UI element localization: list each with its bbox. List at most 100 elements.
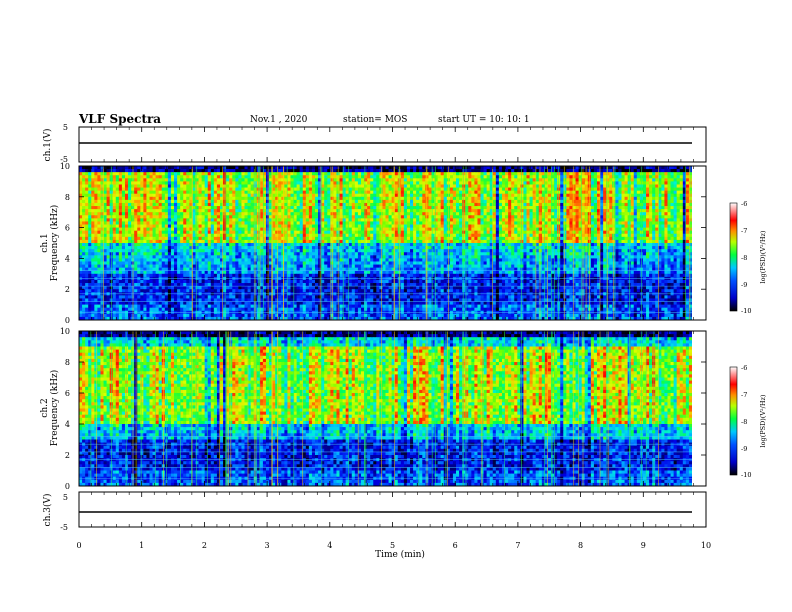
spectrogram-cell <box>321 218 325 222</box>
spectrogram-cell <box>416 206 420 210</box>
spectrogram-cell <box>284 172 288 176</box>
spectrogram-cell <box>302 175 307 179</box>
spectrogram-cell <box>403 172 408 176</box>
spectrogram-cell <box>630 190 635 195</box>
spectrogram-cell <box>486 190 491 195</box>
spectrogram-cell <box>265 196 270 201</box>
spectrogram-cell <box>308 233 313 238</box>
spectrogram-cell <box>324 178 328 182</box>
spectrogram-cell <box>505 172 509 176</box>
spectrogram-cell <box>167 236 172 241</box>
spectrogram-cell <box>345 184 350 188</box>
spectrogram-cell <box>201 215 206 219</box>
spectrogram-cell <box>624 236 629 241</box>
spectrogram-cell <box>281 172 285 176</box>
spectrogram-cell <box>468 196 472 201</box>
spectrogram-cell <box>315 215 319 219</box>
spectrogram-cell <box>554 224 558 228</box>
spectrogram-cell <box>238 218 242 222</box>
spectrogram-cell <box>385 196 389 201</box>
spectrogram-cell <box>290 196 294 201</box>
spectrogram-cell <box>94 190 98 195</box>
spectrogram-cell <box>299 175 304 179</box>
spectrogram-cell <box>517 190 521 195</box>
spectrogram-cell <box>265 206 270 210</box>
spectrogram-cell <box>581 196 586 201</box>
spectrogram-cell <box>676 184 681 188</box>
spectrogram-cell <box>600 224 604 228</box>
spectrogram-cell <box>342 178 347 182</box>
spectrogram-cell <box>88 169 92 173</box>
spectrogram-cell <box>501 193 506 198</box>
spectrogram-cell <box>575 239 579 244</box>
spectrogram-cell <box>459 190 463 195</box>
spectrogram-cell <box>413 218 417 222</box>
spectrogram-cell <box>186 227 190 232</box>
spectrogram-cell <box>636 230 641 235</box>
spectrogram-cell <box>529 233 534 238</box>
spectrogram-cell <box>410 230 414 235</box>
spectrogram-cell <box>679 181 684 185</box>
spectrogram-cell <box>253 166 258 170</box>
spectrogram-cell <box>210 202 215 207</box>
spectrogram-cell <box>244 184 248 188</box>
spectrogram-cell <box>232 215 236 219</box>
spectrogram-cell <box>501 181 506 185</box>
spectrogram-cell <box>210 169 215 173</box>
spectrogram-cell <box>652 209 656 213</box>
spectrogram-cell <box>382 233 386 238</box>
spectrogram-cell <box>152 221 157 225</box>
spectrogram-cell <box>664 190 668 195</box>
spectrogram-cell <box>333 227 337 232</box>
spectrogram-cell <box>403 218 408 222</box>
spectrogram-cell <box>480 187 484 192</box>
spectrogram-cell <box>676 199 681 204</box>
spectrogram-cell <box>523 224 527 228</box>
spectrogram-cell <box>143 169 147 173</box>
spectrogram-cell <box>428 215 432 219</box>
spectrogram-cell <box>235 166 239 170</box>
spectrogram-cell <box>563 169 567 173</box>
spectrogram-cell <box>201 236 206 241</box>
spectrogram-cell <box>308 193 313 198</box>
spectrogram-cell <box>535 239 540 244</box>
spectrogram-cell <box>88 233 92 238</box>
spectrogram-cell <box>235 227 239 232</box>
spectrogram-cell <box>241 233 245 238</box>
spectrogram-cell <box>419 230 423 235</box>
spectrogram-cell <box>575 181 579 185</box>
spectrogram-cell <box>345 230 350 235</box>
spectrogram-cell <box>272 196 276 201</box>
spectrogram-cell <box>575 190 579 195</box>
spectrogram-cell <box>204 175 209 179</box>
spectrogram-cell <box>287 221 291 225</box>
spectrogram-cell <box>367 227 371 232</box>
spectrogram-cell <box>471 199 475 204</box>
spectrogram-cell <box>308 218 313 222</box>
spectrogram-cell <box>112 202 117 207</box>
spectrogram-cell <box>456 212 460 216</box>
spectrogram-cell <box>180 212 184 216</box>
spectrogram-cell <box>685 221 690 225</box>
spectrogram-cell <box>318 175 322 179</box>
spectrogram-cell <box>360 178 365 182</box>
spectrogram-cell <box>416 239 420 244</box>
spectrogram-cell <box>416 212 420 216</box>
spectrogram-cell <box>541 233 546 238</box>
spectrogram-cell <box>468 190 472 195</box>
spectrogram-cell <box>505 166 509 170</box>
spectrogram-cell <box>437 196 442 201</box>
spectrogram-cell <box>652 236 656 241</box>
spectrogram-cell <box>213 218 218 222</box>
spectrogram-cell <box>538 181 543 185</box>
spectrogram-cell <box>201 184 206 188</box>
spectrogram-cell <box>468 169 472 173</box>
spectrogram-cell <box>149 181 153 185</box>
spectrogram-cell <box>149 239 153 244</box>
spectrogram-cell <box>91 202 95 207</box>
spectrogram-cell <box>449 190 454 195</box>
spectrogram-cell <box>284 196 288 201</box>
spectrogram-cell <box>259 218 264 222</box>
spectrogram-cell <box>419 184 423 188</box>
spectrogram-cell <box>281 227 285 232</box>
